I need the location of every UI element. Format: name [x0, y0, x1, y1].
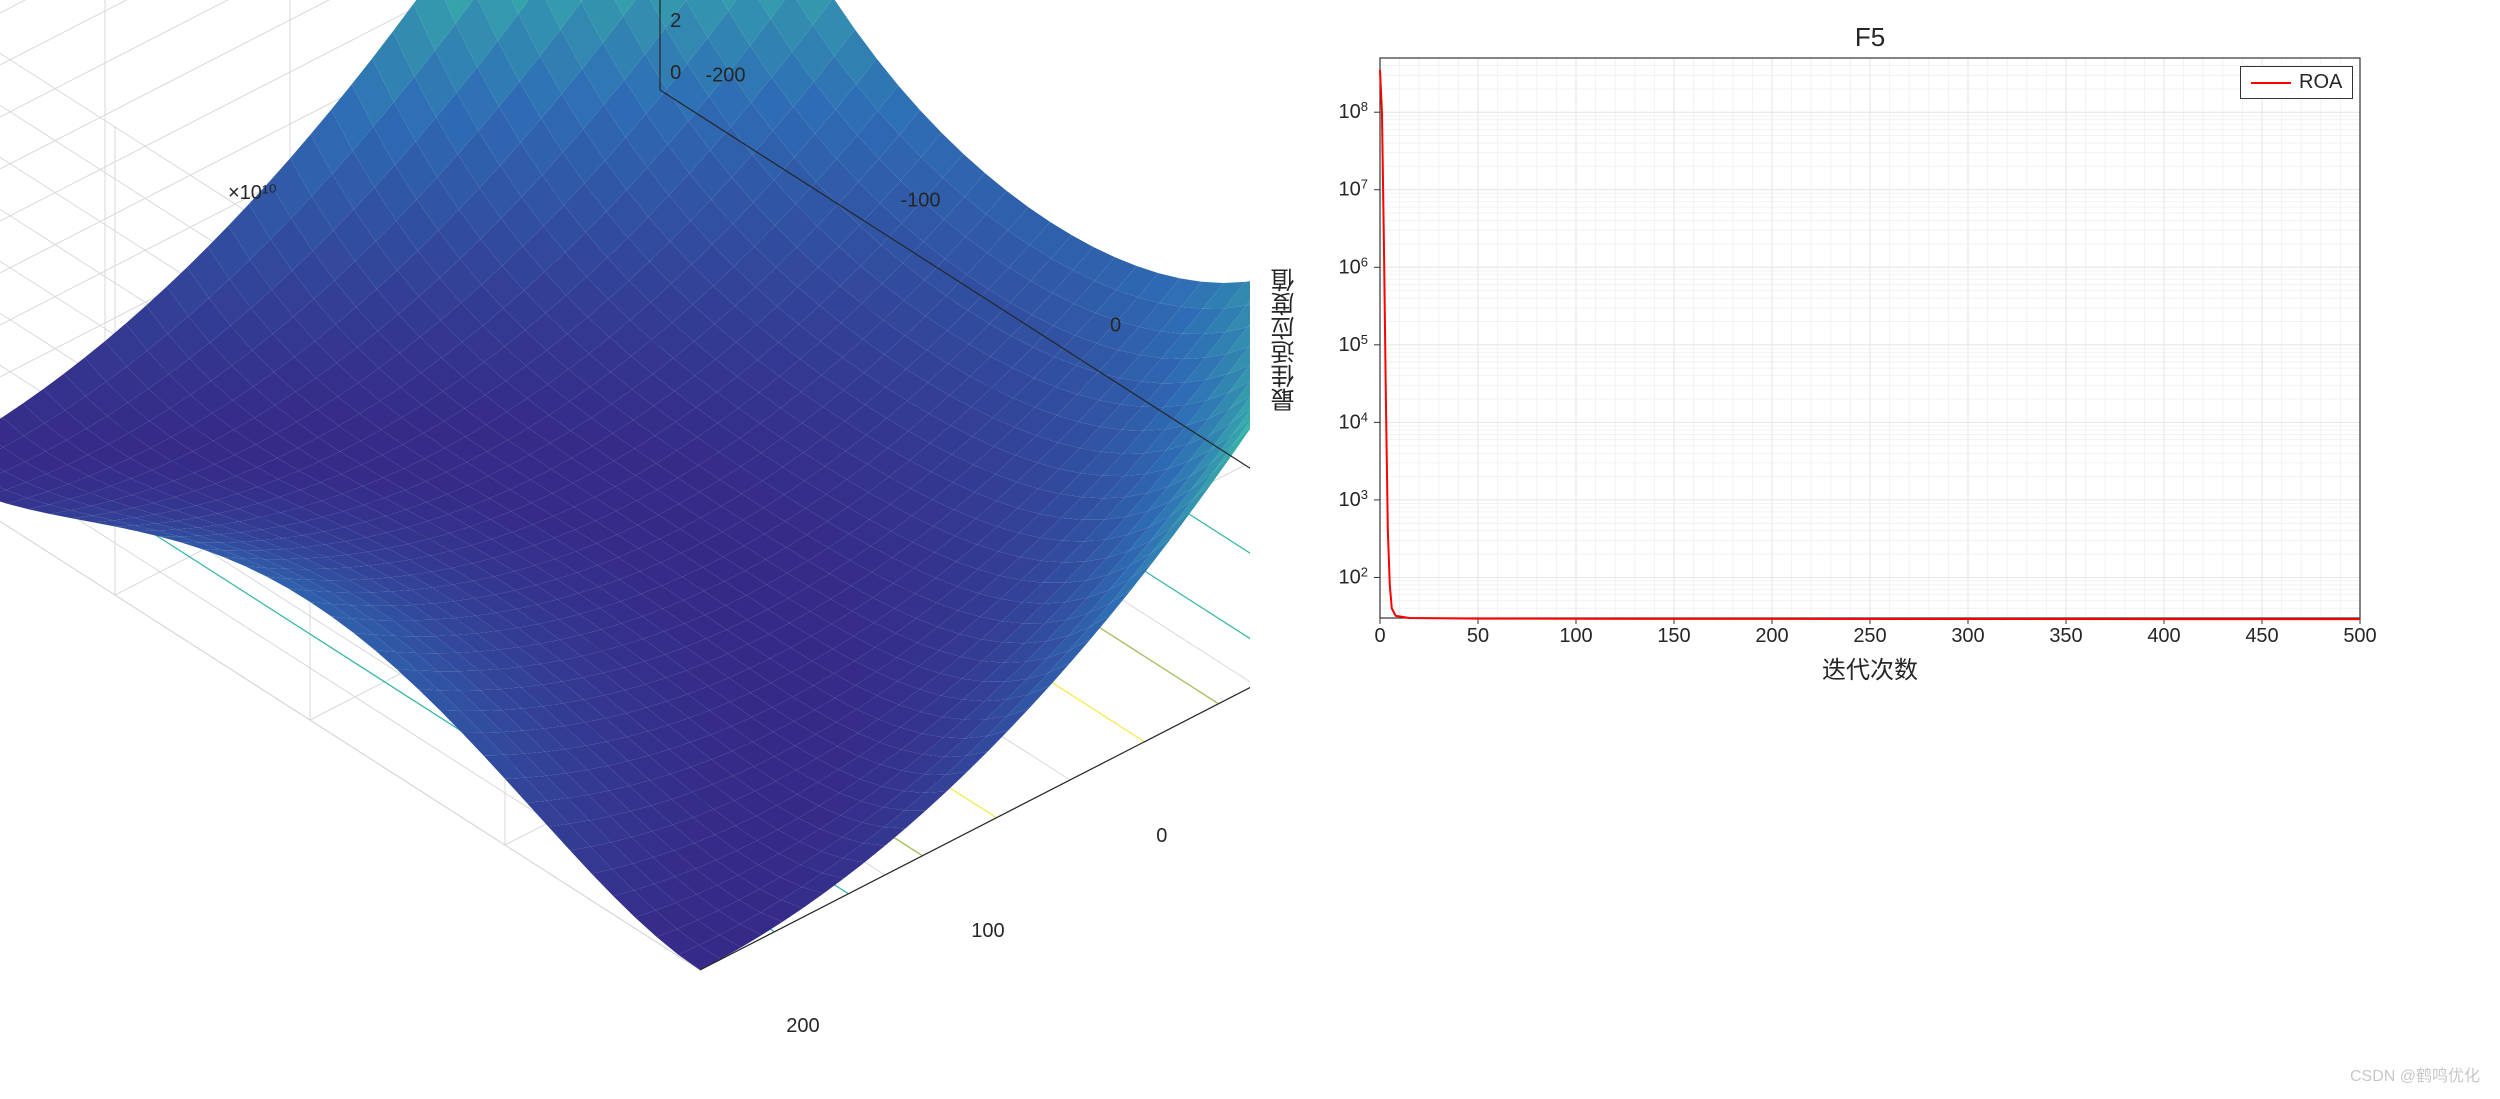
svg-text:107: 107 — [1339, 176, 1368, 201]
surface-3d-panel: -200-1000100200-200-10001002000246810121… — [0, 0, 1250, 1094]
svg-text:200: 200 — [786, 1015, 819, 1037]
svg-text:104: 104 — [1339, 409, 1368, 434]
svg-text:500: 500 — [2343, 625, 2376, 647]
svg-text:-200: -200 — [705, 65, 745, 87]
svg-text:0: 0 — [1156, 825, 1167, 847]
svg-text:2: 2 — [670, 10, 681, 32]
svg-text:350: 350 — [2049, 625, 2082, 647]
svg-text:450: 450 — [2245, 625, 2278, 647]
svg-text:50: 50 — [1467, 625, 1489, 647]
surface-3d-svg: -200-1000100200-200-10001002000246810121… — [0, 0, 1250, 1094]
svg-text:102: 102 — [1339, 564, 1368, 589]
convergence-xlabel: 迭代次数 — [1380, 650, 2360, 685]
svg-text:0: 0 — [1110, 315, 1121, 337]
svg-text:200: 200 — [1755, 625, 1788, 647]
svg-text:103: 103 — [1339, 486, 1368, 511]
convergence-title: F5 — [1380, 22, 2360, 53]
svg-text:100: 100 — [1559, 625, 1592, 647]
convergence-svg: 0 50 100 150 200 250 300 350 400 450 500 102 103 104 1… — [1250, 0, 2500, 1094]
svg-text:300: 300 — [1951, 625, 1984, 647]
z-axis-multiplier: ×10¹⁰ — [228, 180, 277, 205]
convergence-ylabel: 最佳适应度值 — [1268, 268, 1303, 412]
svg-text:0: 0 — [1374, 625, 1385, 647]
svg-text:105: 105 — [1339, 331, 1368, 356]
svg-text:150: 150 — [1657, 625, 1690, 647]
watermark: CSDN @鹤鸣优化 — [2350, 1062, 2480, 1086]
convergence-panel: 0 50 100 150 200 250 300 350 400 450 500 102 103 104 1… — [1250, 0, 2500, 1094]
svg-text:0: 0 — [670, 62, 681, 84]
legend-line-swatch — [2251, 82, 2291, 84]
svg-text:106: 106 — [1339, 254, 1368, 279]
svg-text:250: 250 — [1853, 625, 1886, 647]
svg-text:108: 108 — [1339, 99, 1368, 124]
svg-text:100: 100 — [971, 920, 1004, 942]
legend-label: ROA — [2299, 71, 2342, 94]
svg-text:400: 400 — [2147, 625, 2180, 647]
svg-text:-100: -100 — [900, 190, 940, 212]
legend: ROA — [2240, 66, 2353, 99]
